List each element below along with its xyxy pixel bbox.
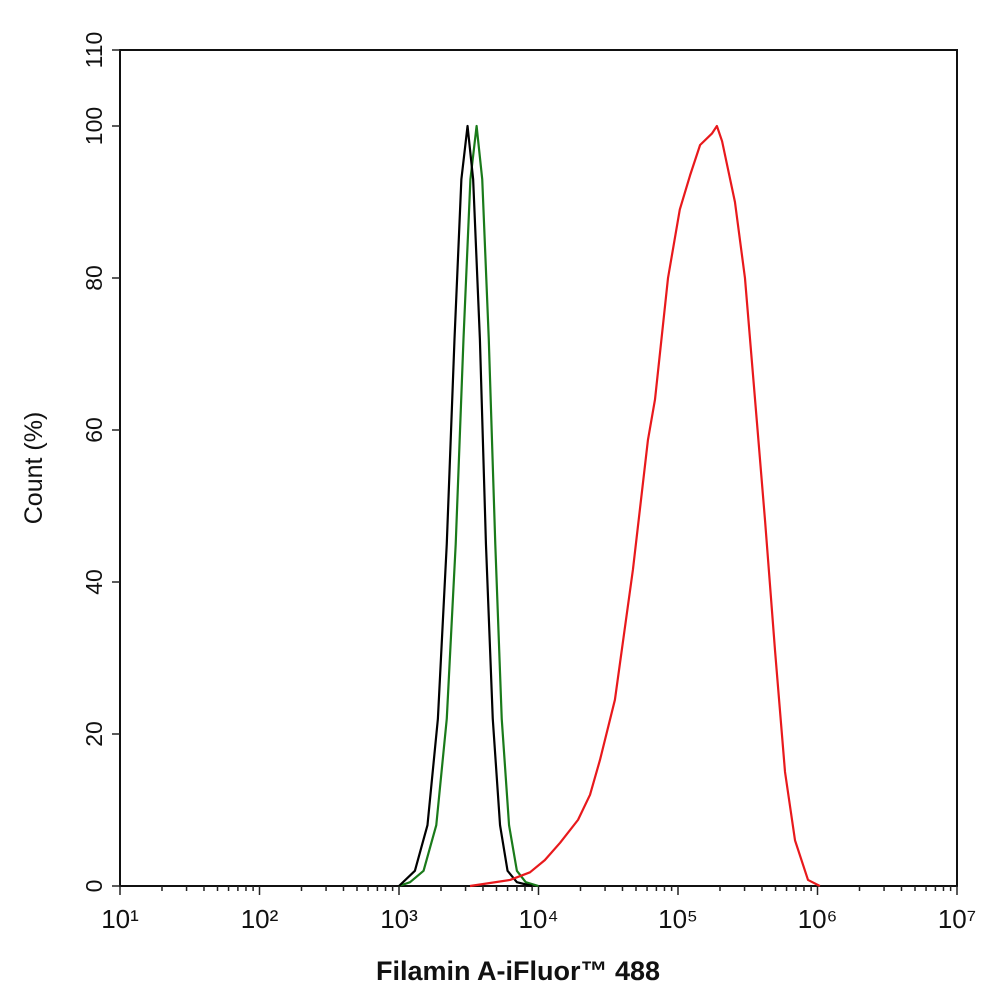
x-tick-label: 10⁵ (658, 904, 698, 934)
x-axis-title: Filamin A-iFluor™ 488 (376, 956, 660, 986)
y-tick-label: 80 (81, 265, 107, 291)
series-line (398, 124, 539, 888)
series-line (469, 124, 821, 888)
plot-frame (119, 49, 958, 887)
x-tick-label: 10⁴ (518, 904, 558, 934)
x-tick-label: 10¹ (101, 904, 139, 934)
y-tick-label: 40 (81, 569, 107, 595)
x-tick-label: 10² (241, 904, 279, 934)
y-tick-label: 20 (81, 721, 107, 747)
y-tick-label: 110 (81, 32, 107, 69)
y-tick-label: 60 (81, 417, 107, 443)
series-line (398, 124, 533, 888)
x-tick-label: 10³ (380, 904, 418, 934)
x-tick-label: 10⁷ (938, 904, 976, 934)
y-axis-title: Count (%) (20, 412, 48, 525)
y-tick-label: 0 (81, 880, 107, 893)
y-tick-label: 100 (81, 107, 107, 145)
x-tick-label: 10⁶ (798, 904, 838, 934)
